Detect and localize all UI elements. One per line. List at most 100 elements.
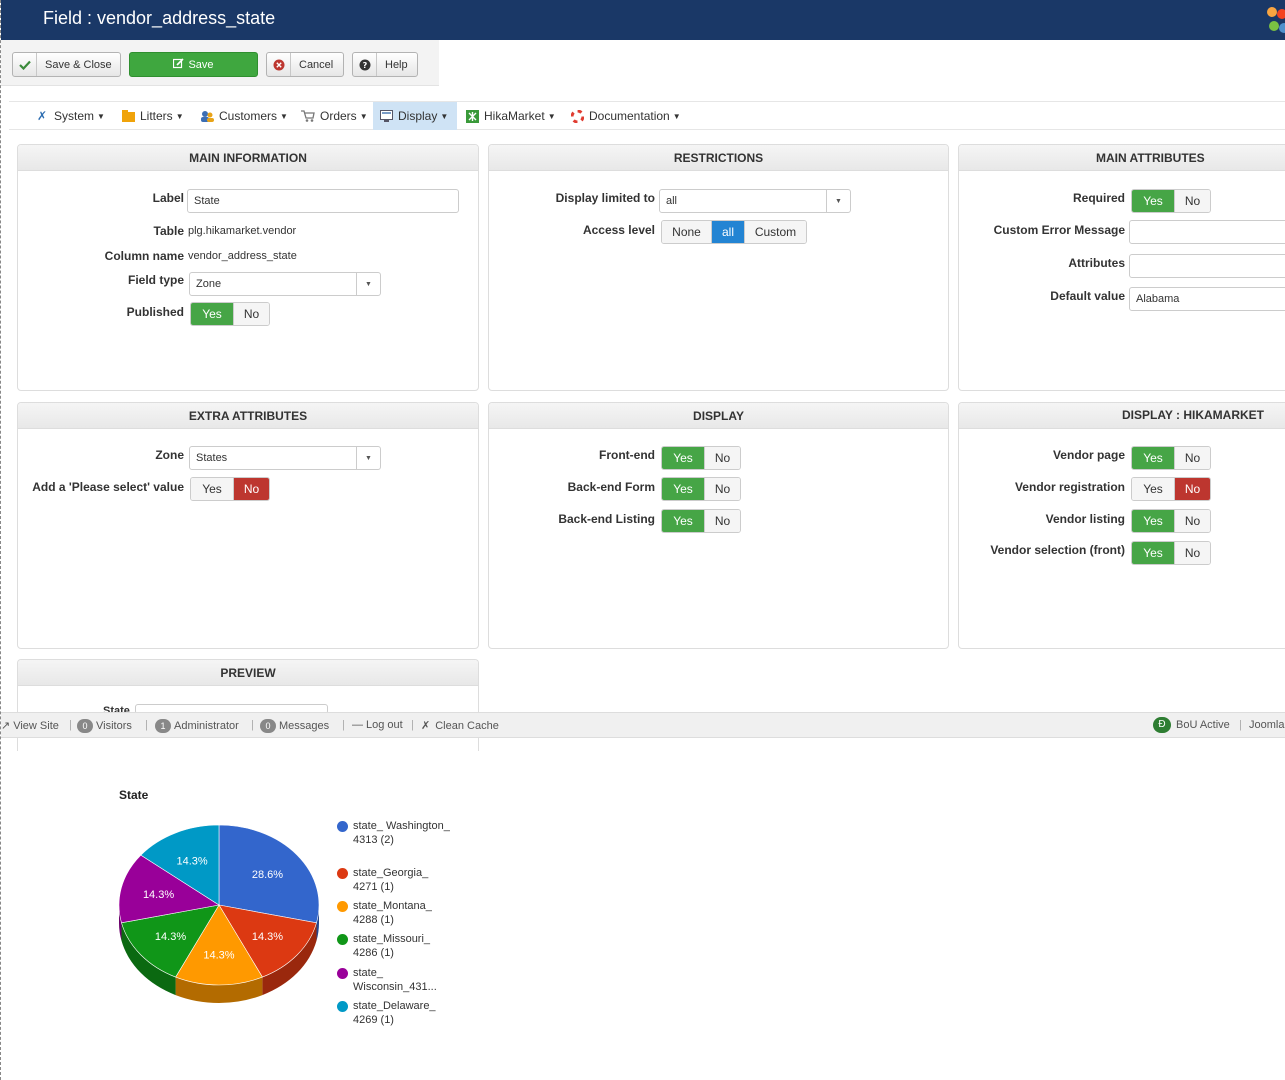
cart-icon — [301, 109, 315, 123]
administrator-label: Administrator — [174, 720, 239, 732]
label-input[interactable]: State — [187, 189, 459, 213]
bou-active-status[interactable]: Ð BoU Active — [1153, 717, 1230, 733]
frontend-yes[interactable]: Yes — [662, 447, 704, 469]
please-select-toggle[interactable]: Yes No — [190, 477, 270, 501]
panel-title: DISPLAY : HIKAMARKET — [1122, 408, 1265, 422]
attributes-input[interactable] — [1129, 254, 1285, 278]
please-select-no[interactable]: No — [233, 478, 269, 500]
menu-system-label: System — [54, 109, 95, 123]
custom-error-input[interactable] — [1129, 220, 1285, 244]
zone-select[interactable]: States ▼ — [189, 446, 381, 470]
backend-listing-no[interactable]: No — [704, 510, 740, 532]
menu-litters[interactable]: Litters ▼ — [115, 102, 190, 130]
required-toggle[interactable]: Yes No — [1131, 189, 1211, 213]
administrator-link[interactable]: 1 Administrator — [155, 719, 239, 733]
vendor-page-yes[interactable]: Yes — [1132, 447, 1174, 469]
messages-link[interactable]: 0 Messages — [260, 719, 329, 733]
backend-listing-label: Back-end Listing — [558, 512, 655, 526]
backend-listing-toggle[interactable]: Yes No — [661, 509, 741, 533]
frontend-no[interactable]: No — [704, 447, 740, 469]
caret-down-icon: ▼ — [440, 111, 449, 121]
published-yes[interactable]: Yes — [191, 303, 233, 325]
vendor-registration-no[interactable]: No — [1174, 478, 1210, 500]
clean-cache-link[interactable]: ✗ Clean Cache — [421, 719, 499, 733]
visitors-link[interactable]: 0 Visitors — [77, 719, 132, 733]
hikamarket-icon — [465, 109, 479, 123]
table-label: Table — [153, 224, 184, 238]
default-value-label: Default value — [1050, 289, 1125, 303]
published-no[interactable]: No — [233, 303, 269, 325]
pie-slice[interactable] — [175, 904, 263, 986]
frontend-toggle[interactable]: Yes No — [661, 446, 741, 470]
published-toggle[interactable]: Yes No — [190, 302, 270, 326]
pie-slice[interactable] — [218, 904, 317, 978]
save-close-label: Save & Close — [45, 58, 112, 71]
menu-customers[interactable]: Customers ▼ — [194, 102, 294, 130]
pie-slice[interactable] — [118, 854, 220, 924]
vendor-listing-yes[interactable]: Yes — [1132, 510, 1174, 532]
required-yes[interactable]: Yes — [1132, 190, 1174, 212]
pie-slice-label: 14.3% — [176, 855, 207, 867]
cancel-label: Cancel — [299, 58, 334, 71]
vendor-selection-toggle[interactable]: Yes No — [1131, 541, 1211, 565]
panel-header — [959, 145, 1285, 171]
vendor-selection-yes[interactable]: Yes — [1132, 542, 1174, 564]
save-button[interactable]: Save — [129, 52, 258, 77]
joomla-label: Joomla — [1249, 719, 1285, 731]
logout-link[interactable]: — Log out — [352, 719, 403, 731]
menu-hikamarket[interactable]: HikaMarket ▼ — [459, 102, 562, 130]
display-limited-select[interactable]: all ▼ — [659, 189, 851, 213]
panel-title: MAIN ATTRIBUTES — [1096, 151, 1205, 165]
label-label: Label — [152, 191, 184, 205]
menu-system[interactable]: ✗ System ▼ — [29, 102, 111, 130]
vendor-registration-yes[interactable]: Yes — [1132, 478, 1174, 500]
pie-slice-label: 28.6% — [252, 869, 283, 881]
default-value-input[interactable]: Alabama — [1129, 287, 1285, 311]
pie-slice[interactable] — [218, 824, 320, 924]
pie-slice-side — [175, 977, 263, 1003]
vendor-page-label: Vendor page — [1052, 448, 1125, 462]
please-select-label: Add a 'Please select' value — [32, 480, 184, 494]
access-all[interactable]: all — [711, 221, 744, 243]
access-none[interactable]: None — [662, 221, 711, 243]
vendor-page-toggle[interactable]: Yes No — [1131, 446, 1211, 470]
vendor-registration-toggle[interactable]: Yes No — [1131, 477, 1211, 501]
pie-slice[interactable] — [121, 904, 220, 978]
cancel-button[interactable]: Cancel — [266, 52, 344, 77]
table-value: plg.hikamarket.vendor — [188, 225, 297, 237]
access-custom[interactable]: Custom — [744, 221, 806, 243]
field-type-value: Zone — [196, 278, 222, 290]
field-type-select[interactable]: Zone ▼ — [189, 272, 381, 296]
pie-slice-label: 14.3% — [155, 931, 186, 943]
menu-orders[interactable]: Orders ▼ — [295, 102, 374, 130]
access-level-toggle[interactable]: None all Custom — [661, 220, 807, 244]
tools-icon: ✗ — [36, 109, 48, 123]
zone-label: Zone — [155, 448, 184, 462]
backend-listing-yes[interactable]: Yes — [662, 510, 704, 532]
required-no[interactable]: No — [1174, 190, 1210, 212]
tools-icon: ✗ — [421, 720, 431, 732]
legend-label: state_ Washington_ 4313 (2) — [353, 820, 450, 846]
vendor-page-no[interactable]: No — [1174, 447, 1210, 469]
menu-display[interactable]: Display ▼ — [373, 102, 457, 130]
pie-slice[interactable] — [140, 824, 220, 906]
backend-form-no[interactable]: No — [704, 478, 740, 500]
joomla-link[interactable]: Joomla — [1249, 719, 1284, 731]
please-select-yes[interactable]: Yes — [191, 478, 233, 500]
save-close-button[interactable]: Save & Close — [12, 52, 121, 77]
vendor-listing-no[interactable]: No — [1174, 510, 1210, 532]
backend-form-yes[interactable]: Yes — [662, 478, 704, 500]
divider: | — [69, 719, 72, 731]
caret-down-icon: ▼ — [547, 111, 556, 121]
vendor-listing-toggle[interactable]: Yes No — [1131, 509, 1211, 533]
backend-form-toggle[interactable]: Yes No — [661, 477, 741, 501]
help-button[interactable]: ? Help — [352, 52, 418, 77]
view-site-link[interactable]: ↗ View Site — [1, 719, 59, 733]
vendor-selection-no[interactable]: No — [1174, 542, 1210, 564]
edit-icon — [173, 57, 185, 72]
menu-documentation[interactable]: Documentation ▼ — [564, 102, 687, 130]
legend-dot-icon — [337, 901, 348, 912]
caret-down-icon: ▼ — [672, 111, 681, 121]
attributes-label: Attributes — [1068, 256, 1125, 270]
legend-item: state_Delaware_ 4269 (1) — [337, 999, 453, 1027]
